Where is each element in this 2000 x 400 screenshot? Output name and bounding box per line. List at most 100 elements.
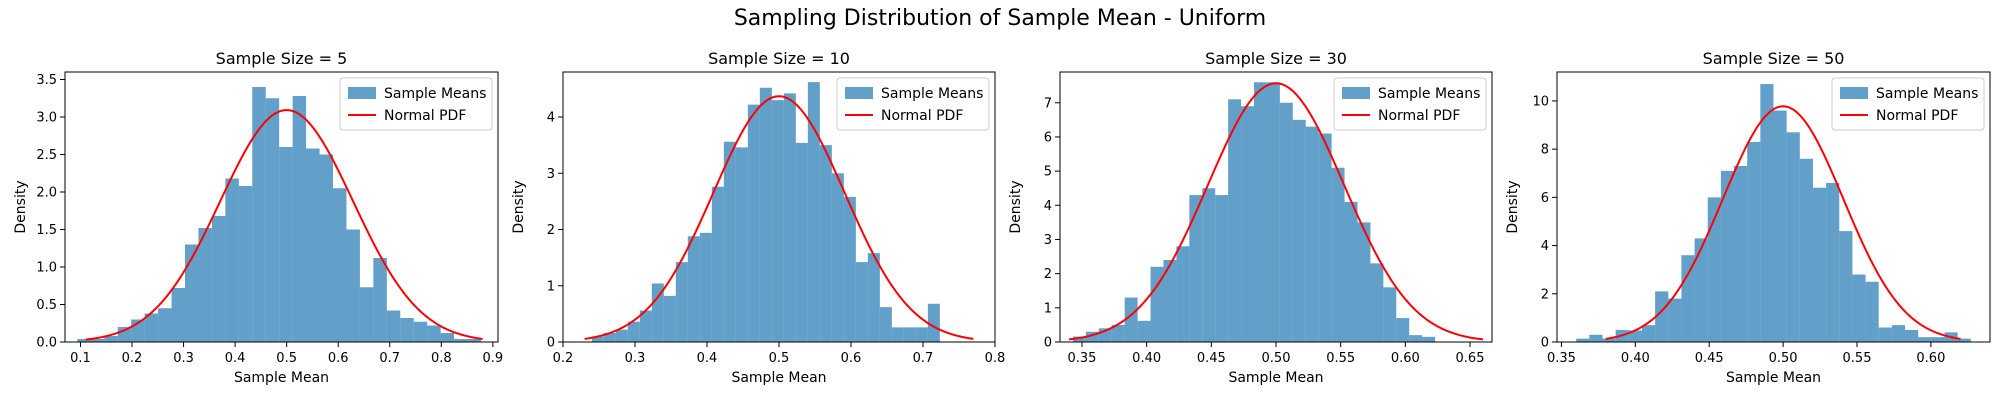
histogram-bar: [1760, 84, 1774, 342]
y-tick-label: 5: [1044, 165, 1052, 180]
subplots: 0.1 0.2 0.3 0.4 0.5 0.6 0.7 0.8 0.9 0.0 0.5 1.0 1.5 2…: [13, 49, 1991, 386]
histogram-bar: [292, 96, 307, 342]
histogram-bar: [1318, 133, 1332, 342]
normal-pdf-line: [1068, 82, 1484, 341]
histogram-bar: [1734, 166, 1748, 342]
histogram-bar: [699, 232, 712, 342]
histogram-bar: [843, 196, 856, 342]
legend-swatch-sample-means: [1840, 87, 1868, 99]
x-tick-label: 0.3: [173, 351, 194, 366]
legend: Sample Means Normal PDF: [836, 77, 990, 131]
x-tick-label: 0.35: [1068, 351, 1097, 366]
histogram-bar: [1681, 255, 1695, 342]
histogram-bar: [1628, 330, 1642, 342]
histogram-bar: [1720, 170, 1735, 342]
histogram-bar: [771, 100, 784, 342]
legend-label-sample-means: Sample Means: [881, 86, 983, 102]
y-tick-label: 0.5: [36, 298, 57, 313]
histogram-bar: [427, 325, 441, 342]
histogram-bar: [185, 244, 199, 342]
y-tick-label: 2.5: [36, 148, 57, 163]
legend-label-normal-pdf: Normal PDF: [1876, 108, 1958, 124]
y-axis-label: Density: [13, 180, 29, 233]
histogram-bar: [1305, 126, 1319, 342]
histogram-bar: [711, 186, 724, 342]
legend-box: [339, 77, 493, 131]
histogram-bar: [1747, 141, 1761, 342]
x-tick-label: 0.50: [1769, 351, 1798, 366]
histogram-bar: [591, 336, 604, 342]
histogram-bar: [252, 87, 266, 342]
subplot-title: Sample Size = 5: [216, 49, 348, 68]
histogram-bar: [1891, 325, 1906, 342]
histogram-bar: [1150, 266, 1164, 342]
histogram-bar: [1422, 336, 1436, 342]
histogram-bar: [807, 82, 820, 342]
histogram-bar: [1254, 82, 1267, 342]
histogram-bar: [747, 104, 760, 342]
histogram-bar: [1357, 222, 1371, 342]
histogram-bar: [1370, 263, 1384, 342]
histogram-bar: [615, 329, 628, 342]
histogram-bar: [373, 258, 387, 342]
axes-frame: [64, 71, 499, 343]
subplot-4: 0.35 0.40 0.45 0.50 0.55 0.60 0 2 4 6 8 10 Sample Si…: [1505, 49, 1991, 386]
x-tick-label: 0.2: [553, 351, 574, 366]
subplot-3: 0.35 0.40 0.45 0.50 0.55 0.60 0.65 0 1 2 3 4 5 6 7 Samp…: [1008, 49, 1493, 386]
x-tick-label: 0.6: [841, 351, 862, 366]
legend-swatch-sample-means: [845, 87, 873, 99]
x-tick-label: 0.55: [1326, 351, 1355, 366]
x-tick-label: 0.3: [625, 351, 646, 366]
y-tick-label: 6: [1541, 191, 1549, 206]
histogram-bar: [1878, 327, 1892, 342]
y-tick-label: 1: [547, 279, 555, 294]
histogram-bar: [723, 141, 736, 342]
y-tick-label: 1.5: [36, 223, 57, 238]
histogram-bar: [651, 283, 664, 342]
histogram-bar: [1918, 337, 1932, 342]
histogram-bar: [238, 186, 253, 342]
histogram-bar: [1137, 320, 1151, 342]
histogram-bar: [1266, 82, 1280, 342]
x-axis-label: Sample Mean: [1228, 370, 1323, 386]
y-tick-label: 0: [547, 336, 555, 351]
histogram-bar: [386, 310, 401, 342]
legend: Sample Means Normal PDF: [1333, 77, 1487, 131]
histogram-bar: [675, 262, 688, 342]
histogram-bar: [1409, 335, 1423, 342]
histogram-bar: [1124, 297, 1138, 342]
histogram-bar: [735, 147, 748, 342]
y-tick-label: 3: [1044, 233, 1052, 248]
histogram-bar: [1786, 132, 1800, 342]
histogram-bar: [1957, 338, 1971, 342]
normal-pdf-line: [1605, 105, 1961, 340]
legend: Sample Means Normal PDF: [1831, 77, 1985, 131]
y-tick-label: 2: [547, 223, 555, 238]
histogram-bar: [687, 236, 700, 342]
histogram-bar: [1344, 201, 1358, 342]
y-axis-label: Density: [1505, 180, 1521, 233]
y-tick-label: 6: [1044, 130, 1052, 145]
histogram-bar: [1292, 119, 1306, 342]
x-tick-label: 0.40: [1132, 351, 1161, 366]
histogram-bar: [639, 310, 652, 342]
histogram-bar: [319, 154, 333, 342]
figure-title: Sampling Distribution of Sample Mean - U…: [734, 6, 1266, 31]
histogram-bar: [759, 87, 772, 342]
histogram-bar: [1694, 238, 1708, 342]
histogram-bar: [1905, 329, 1919, 342]
histogram-bar: [627, 321, 640, 342]
histogram-bar: [158, 308, 172, 342]
y-tick-label: 0.0: [36, 336, 57, 351]
legend-label-sample-means: Sample Means: [384, 86, 486, 102]
histogram-bar: [1589, 334, 1603, 342]
x-axis-label: Sample Mean: [1726, 370, 1821, 386]
y-tick-label: 4: [547, 111, 555, 126]
histogram-bar: [1576, 338, 1590, 342]
subplot-title: Sample Size = 50: [1703, 49, 1845, 68]
histogram-bar: [225, 178, 239, 342]
x-axis-label: Sample Mean: [731, 370, 826, 386]
histogram-bar: [1839, 231, 1853, 342]
y-tick-label: 0: [1044, 336, 1052, 351]
